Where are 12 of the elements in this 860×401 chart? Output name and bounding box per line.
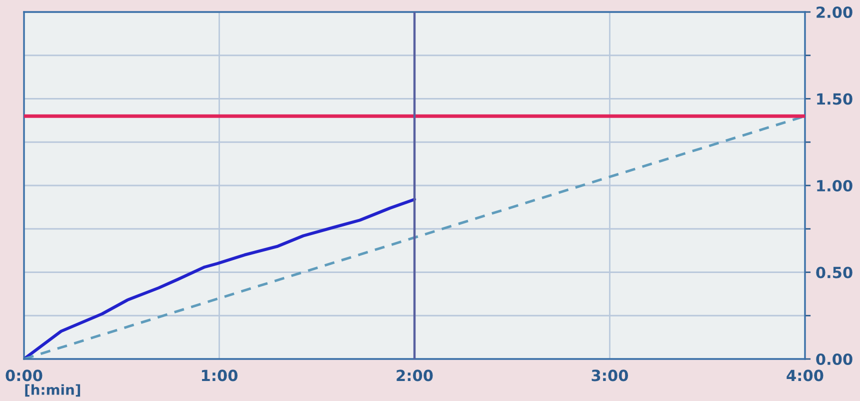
x-tick-label: 3:00 bbox=[592, 370, 628, 382]
y-tick-label: 1.00 bbox=[817, 180, 852, 192]
y-tick-label: 1.50 bbox=[817, 93, 852, 105]
y-tick-label: 0.50 bbox=[816, 266, 852, 278]
x-tick-label: 2:00 bbox=[396, 370, 433, 382]
y-tick-label: 2.00 bbox=[816, 6, 852, 18]
x-tick-label: 1:00 bbox=[202, 370, 238, 382]
y-tick-label: 0.00 bbox=[816, 353, 852, 366]
line-series bbox=[24, 198, 416, 359]
x-tick-label: 0:00 bbox=[6, 370, 42, 382]
x-axis-title: [h:min] bbox=[25, 384, 80, 397]
x-tick-label: 4:00 bbox=[786, 370, 824, 382]
